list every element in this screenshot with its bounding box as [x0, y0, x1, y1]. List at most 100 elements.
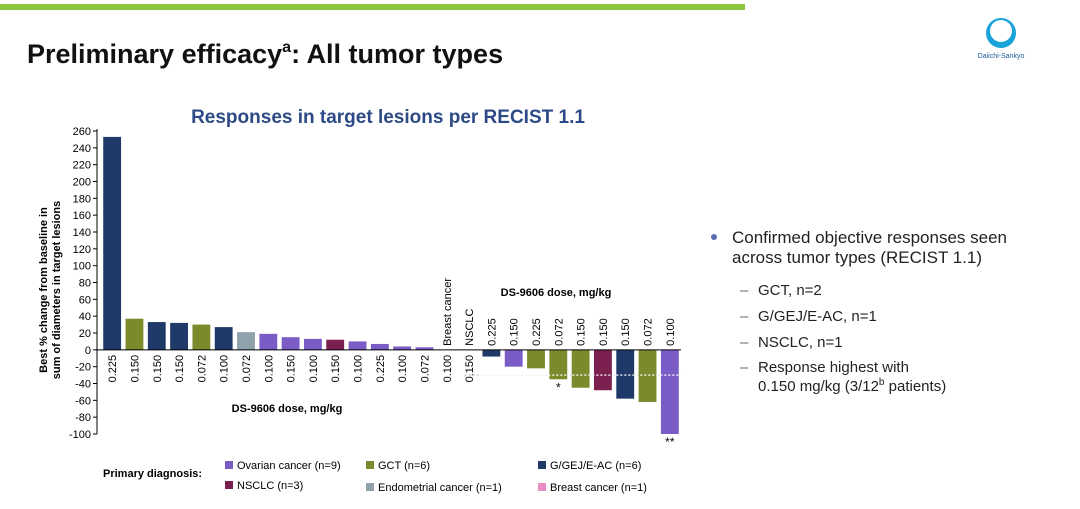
legend-label: Ovarian cancer (n=9) — [237, 460, 341, 472]
logo: Daiichi-Sankyo — [978, 18, 1025, 60]
top-bar — [0, 4, 745, 10]
x-tick-label: 0.150 — [286, 355, 298, 383]
annotation: ** — [665, 435, 675, 449]
x-tick-label: 0.072 — [196, 355, 208, 383]
dash: – — [740, 334, 749, 351]
legend-label: GCT (n=6) — [378, 460, 430, 472]
sub-bullet: G/GEJ/E-AC, n=1 — [758, 308, 877, 325]
bar — [281, 337, 300, 350]
bar — [616, 349, 635, 399]
x-tick-label: 0.072 — [241, 355, 253, 383]
x-tick-label: 0.150 — [152, 355, 164, 383]
y-tick-label: -80 — [75, 412, 91, 424]
bullet-text: across tumor types (RECIST 1.1) — [732, 248, 982, 267]
bar — [125, 318, 144, 350]
bar — [370, 343, 389, 350]
legend-swatch — [366, 483, 374, 491]
bar — [237, 332, 255, 350]
bar — [259, 333, 278, 350]
legend-label: Endometrial cancer (n=1) — [378, 482, 502, 494]
bar — [571, 349, 590, 388]
x-tick-label: 0.150 — [598, 318, 610, 346]
legend-swatch — [538, 461, 546, 469]
legend-swatch — [538, 483, 546, 491]
y-tick-label: 60 — [79, 294, 91, 306]
value-label: Breast cancer — [442, 278, 454, 346]
sub-bullet: GCT, n=2 — [758, 282, 822, 299]
y-axis-label: Best % change from baseline in — [38, 207, 50, 373]
bar — [326, 339, 345, 350]
bar — [147, 322, 166, 350]
bar — [482, 349, 501, 357]
x-axis-label: DS-9606 dose, mg/kg — [501, 287, 612, 299]
sub-part: patients) — [884, 378, 946, 395]
x-tick-label: 0.100 — [397, 355, 409, 383]
bar — [192, 324, 211, 350]
bar — [549, 349, 568, 380]
bar — [170, 322, 188, 350]
bullet-text: Confirmed objective responses seen — [732, 228, 1007, 247]
title-sup: a — [282, 39, 291, 56]
y-tick-label: 180 — [73, 193, 91, 205]
legend-label: NSCLC (n=3) — [237, 480, 303, 492]
x-tick-label: 0.225 — [531, 318, 543, 346]
legend-swatch — [225, 481, 233, 489]
title-part: Preliminary efficacy — [27, 39, 282, 69]
y-tick-label: 200 — [73, 177, 91, 189]
dash: – — [740, 359, 749, 376]
bar — [504, 349, 523, 367]
x-tick-label: 0.100 — [353, 355, 365, 383]
x-tick-label: 0.150 — [576, 318, 588, 346]
x-tick-label: 0.225 — [486, 318, 498, 346]
x-tick-label: 0.150 — [509, 318, 521, 346]
slide-title: Preliminary efficacya: All tumor types — [27, 39, 503, 69]
y-tick-label: 120 — [73, 244, 91, 256]
x-tick-label: 0.150 — [464, 355, 476, 383]
y-tick-label: 240 — [73, 143, 91, 155]
x-tick-label: 0.150 — [129, 355, 141, 383]
bar — [527, 349, 545, 369]
y-tick-label: -40 — [75, 379, 91, 391]
x-tick-label: 0.100 — [263, 355, 275, 383]
title-part: : All tumor types — [291, 39, 503, 69]
y-tick-label: 160 — [73, 210, 91, 222]
y-tick-label: 40 — [79, 311, 91, 323]
x-tick-label: 0.072 — [643, 318, 655, 346]
x-tick-label: 0.072 — [553, 318, 565, 346]
y-tick-label: 80 — [79, 278, 91, 290]
x-tick-label: 0.100 — [308, 355, 320, 383]
sub-sup: b — [879, 377, 885, 388]
bar — [415, 347, 434, 350]
bullet-dot — [711, 234, 717, 240]
bar — [304, 338, 322, 350]
x-tick-label: 0.225 — [107, 355, 119, 383]
x-axis-label: DS-9606 dose, mg/kg — [232, 403, 343, 415]
legend-title: Primary diagnosis: — [103, 468, 202, 480]
dash: – — [740, 282, 749, 299]
value-label: NSCLC — [464, 308, 476, 345]
x-tick-label: 0.100 — [219, 355, 231, 383]
bar — [214, 327, 233, 350]
legend-swatch — [225, 461, 233, 469]
x-tick-label: 0.150 — [620, 318, 632, 346]
bar — [660, 349, 679, 434]
logo-inner — [990, 20, 1012, 42]
y-tick-label: 220 — [73, 160, 91, 172]
sub-bullet: Response highest with — [758, 359, 909, 376]
y-axis-label: sum of diameters in target lesions — [51, 201, 63, 380]
y-tick-label: -20 — [75, 362, 91, 374]
x-tick-label: 0.100 — [442, 355, 454, 383]
sub-bullet: NSCLC, n=1 — [758, 334, 843, 351]
y-tick-label: 260 — [73, 126, 91, 138]
x-tick-label: 0.072 — [419, 355, 431, 383]
bar — [638, 349, 657, 403]
legend-label: G/GEJ/E-AC (n=6) — [550, 460, 641, 472]
dash: – — [740, 308, 749, 325]
legend-swatch — [366, 461, 374, 469]
chart-title: Responses in target lesions per RECIST 1… — [191, 107, 585, 128]
x-tick-label: 0.150 — [174, 355, 186, 383]
logo-text: Daiichi-Sankyo — [978, 53, 1025, 60]
bullets: Confirmed objective responses seen acros… — [711, 228, 1007, 395]
